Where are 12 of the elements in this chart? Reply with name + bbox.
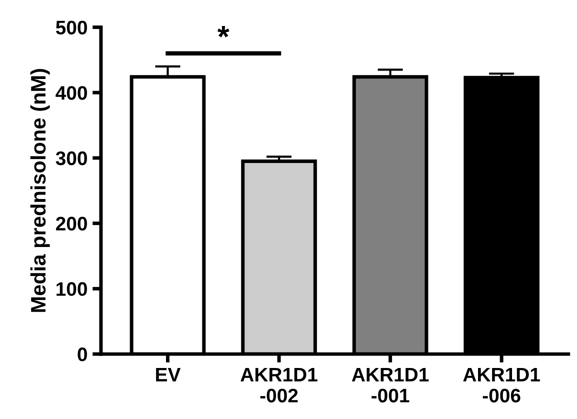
y-tick-label: 500 <box>56 20 87 34</box>
y-tick-label: 200 <box>56 216 87 231</box>
x-tick-label: AKR1D1 -001 <box>352 368 429 402</box>
x-tick-label: AKR1D1 -006 <box>463 368 540 402</box>
y-tick-label: 100 <box>56 282 87 296</box>
x-tick-label: EV <box>156 368 181 382</box>
x-tick-label: AKR1D1 -002 <box>240 368 318 402</box>
annotation: * <box>218 26 230 38</box>
y-axis-title: Media prednisolone (nM) <box>30 68 50 312</box>
y-tick-label: 300 <box>56 151 87 166</box>
y-tick-label: 400 <box>56 86 87 100</box>
y-tick-label: 0 <box>78 348 87 362</box>
